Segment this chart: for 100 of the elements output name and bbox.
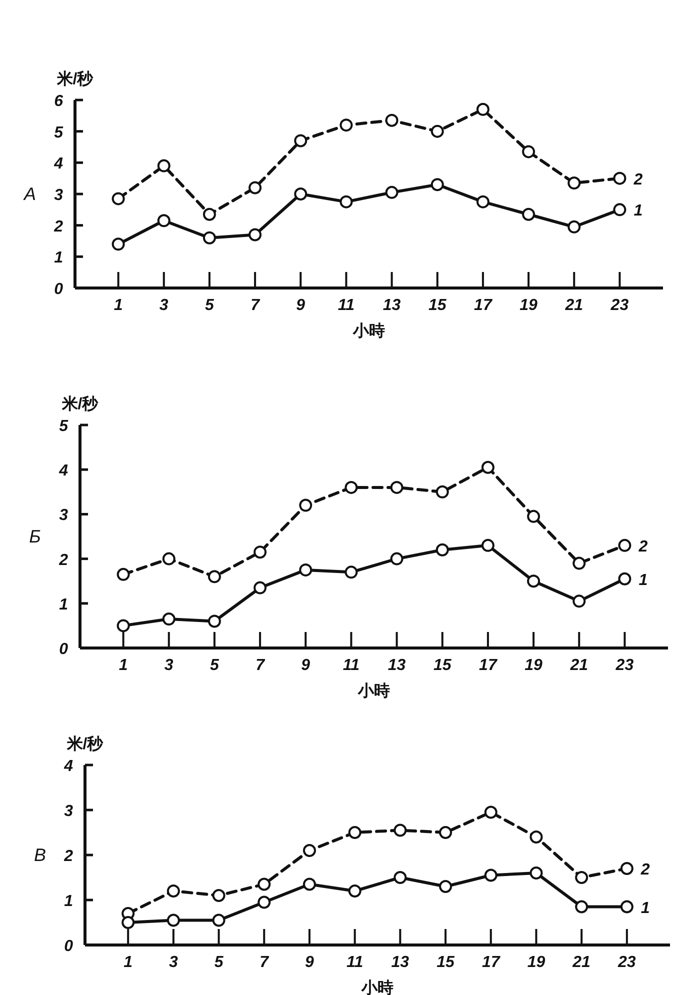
x-tick-label: 5	[205, 297, 216, 314]
point	[258, 896, 271, 909]
point	[618, 538, 632, 552]
point	[390, 480, 404, 494]
point	[112, 238, 125, 251]
point	[344, 566, 358, 579]
point	[527, 574, 540, 588]
point	[254, 581, 267, 594]
y-tick-label: 2	[63, 848, 74, 865]
point	[299, 563, 312, 576]
x-tick-label: 9	[305, 954, 314, 971]
point	[394, 824, 407, 837]
point	[439, 880, 452, 893]
point	[208, 614, 221, 628]
point	[212, 889, 226, 902]
x-tick-label: 11	[346, 954, 364, 971]
point	[208, 570, 221, 584]
series-label: 2	[640, 862, 650, 878]
x-tick-label: 3	[168, 954, 178, 971]
x-tick-label: 15	[436, 954, 456, 971]
x-tick-label: 7	[250, 297, 261, 314]
y-tick-label: 2	[53, 218, 64, 236]
point	[430, 124, 444, 138]
point	[481, 538, 494, 552]
point	[258, 878, 271, 891]
y-axis-title: 米/秒	[56, 70, 94, 88]
point	[568, 220, 581, 234]
point	[202, 231, 216, 244]
x-tick-label: 21	[569, 657, 588, 674]
point	[344, 480, 358, 494]
x-tick-label: 1	[118, 657, 128, 674]
x-tick-label: 19	[520, 297, 538, 314]
point	[568, 176, 581, 190]
x-tick-label: 13	[391, 954, 410, 971]
x-axis-title: 小時	[357, 682, 390, 700]
point	[302, 878, 316, 891]
point	[575, 900, 588, 914]
y-tick-label: 3	[59, 507, 68, 524]
x-tick-label: 11	[338, 297, 355, 314]
point	[527, 510, 540, 523]
point	[618, 572, 632, 586]
x-tick-label: 17	[482, 954, 501, 971]
y-tick-label: 0	[64, 938, 74, 955]
series-label: 2	[632, 171, 643, 188]
x-tick-label: 23	[614, 657, 634, 674]
text: A	[22, 184, 36, 204]
y-tick-label: 1	[64, 893, 74, 910]
x-tick-label: 21	[572, 954, 591, 971]
x-tick-label: 23	[610, 297, 629, 314]
point	[340, 118, 353, 132]
point	[436, 485, 449, 498]
x-tick-label: 19	[524, 657, 543, 674]
y-tick-label: 5	[59, 418, 70, 435]
y-tick-label: 3	[54, 187, 64, 204]
point	[166, 884, 180, 898]
point	[390, 552, 404, 566]
y-tick-label: 0	[54, 281, 64, 298]
point	[522, 208, 536, 221]
point	[212, 914, 226, 927]
point	[394, 871, 407, 884]
y-tick-label: 2	[58, 552, 68, 569]
point	[112, 192, 125, 206]
point	[439, 826, 452, 839]
point	[484, 806, 498, 819]
x-tick-label: 13	[382, 297, 401, 314]
point	[340, 195, 353, 208]
series-label: 2	[638, 538, 648, 556]
x-tick-label: 17	[479, 657, 498, 674]
point	[294, 188, 308, 200]
x-axis-title: 小時	[360, 979, 394, 995]
x-tick-label: 13	[388, 657, 406, 674]
point	[248, 228, 262, 242]
point	[620, 900, 634, 914]
point	[202, 208, 216, 221]
point	[302, 844, 316, 857]
x-tick-label: 23	[617, 954, 636, 971]
x-tick-label: 9	[301, 657, 310, 674]
point	[348, 884, 362, 898]
y-tick-label: 4	[58, 462, 68, 480]
point	[299, 498, 312, 512]
point	[522, 145, 536, 158]
point	[254, 546, 267, 559]
x-tick-label: 19	[527, 954, 546, 971]
point	[385, 186, 398, 199]
point	[348, 826, 362, 839]
point	[613, 203, 626, 216]
x-tick-label: 11	[342, 657, 360, 674]
x-tick-label: 1	[114, 297, 123, 314]
series-label: 1	[634, 202, 643, 220]
x-tick-label: 5	[214, 954, 224, 971]
point	[116, 568, 130, 581]
y-axis-title: 米/秒	[60, 395, 100, 413]
text: Б	[29, 526, 42, 546]
point	[385, 114, 398, 127]
point	[572, 594, 586, 608]
series-label: 1	[638, 572, 648, 589]
point	[575, 871, 588, 884]
point	[613, 172, 626, 185]
x-tick-label: 15	[428, 297, 448, 314]
y-tick-label: 4	[53, 156, 64, 173]
